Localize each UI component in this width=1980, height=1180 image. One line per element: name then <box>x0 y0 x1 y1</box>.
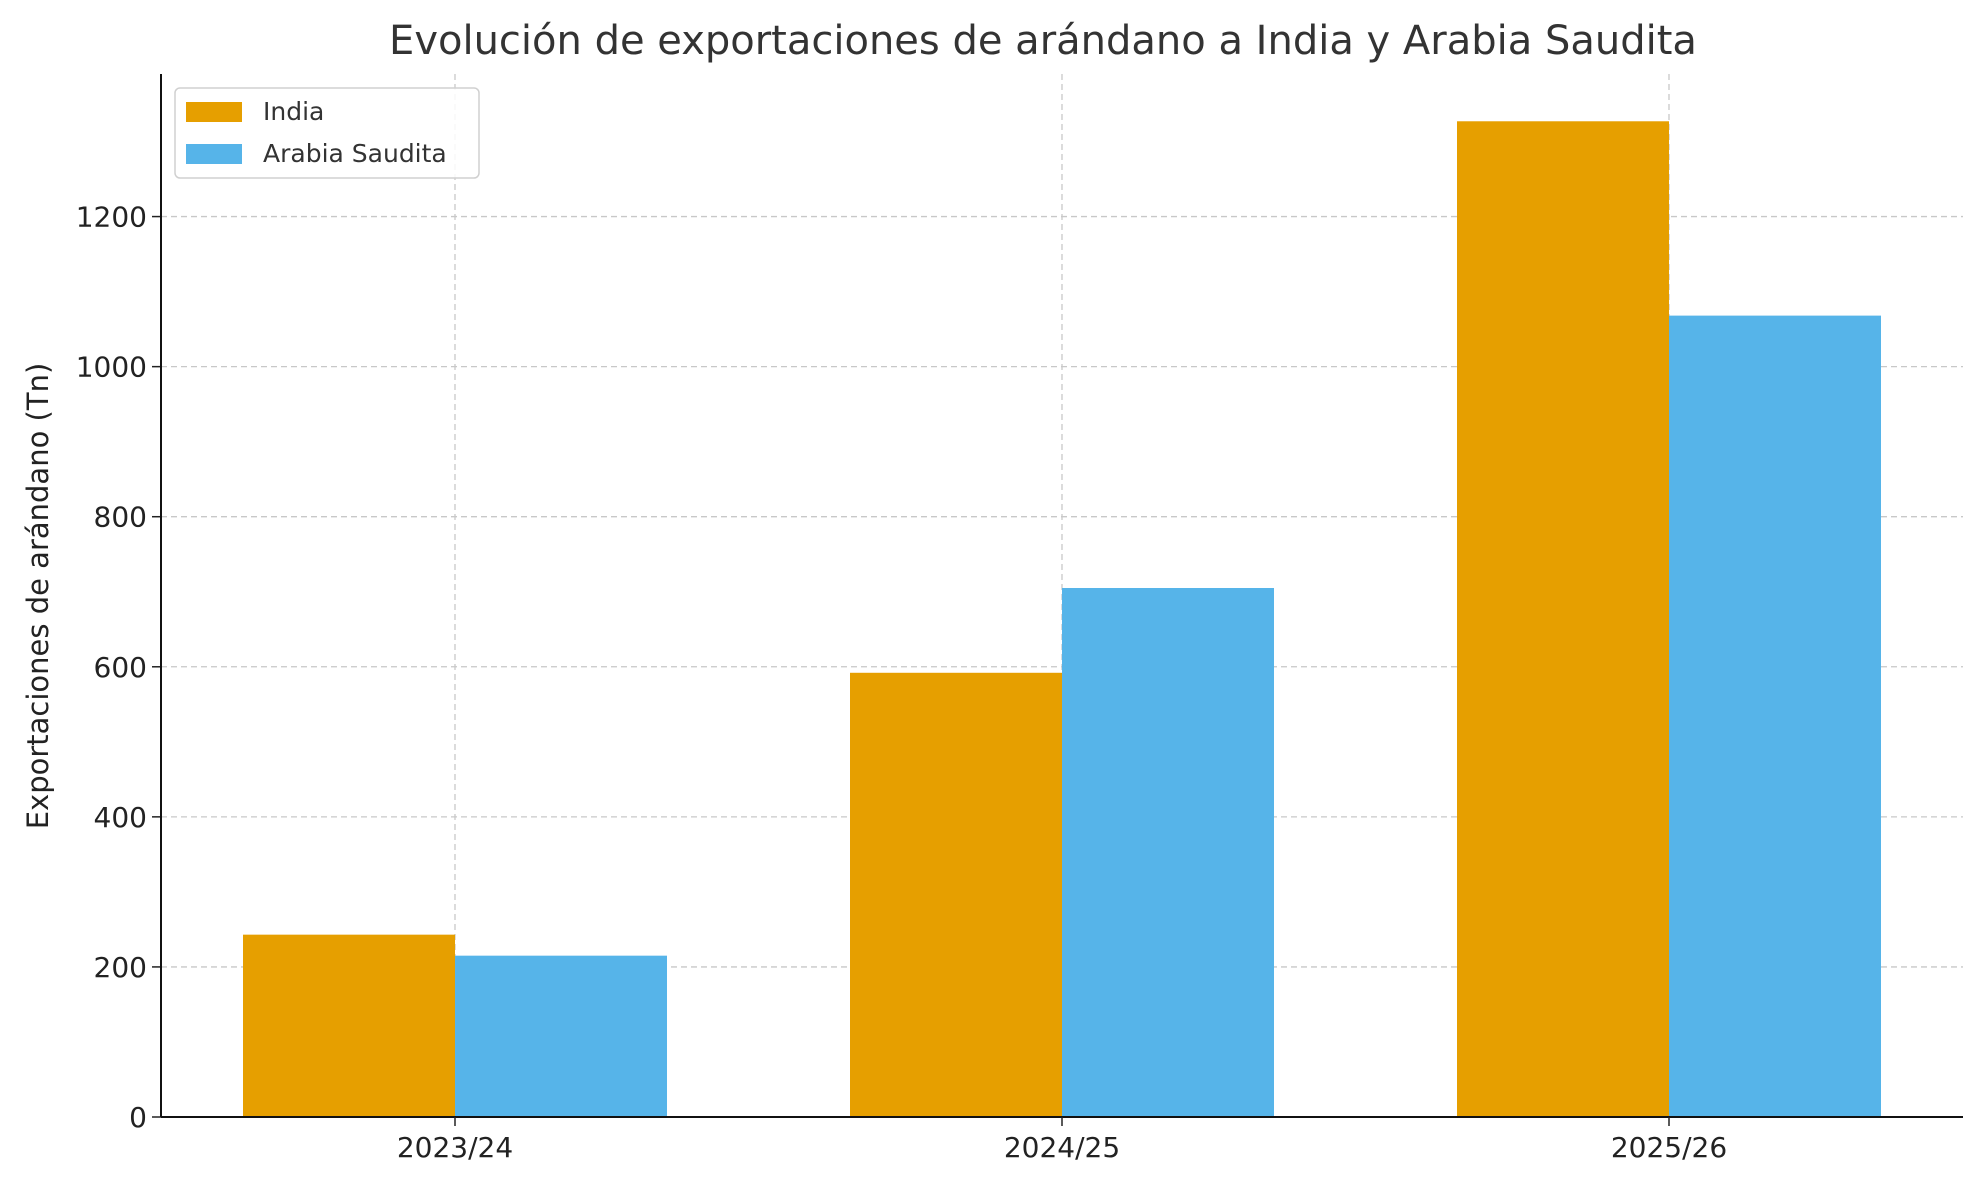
bar-arabia-saudita-2024-25 <box>1062 587 1274 1117</box>
legend-swatch <box>186 144 242 164</box>
bars <box>243 121 1881 1118</box>
legend-label: India <box>263 97 324 126</box>
axes <box>152 74 1963 1126</box>
legend-swatch <box>186 102 242 122</box>
legend: India Arabia Saudita <box>174 87 480 179</box>
y-tick-label: 200 <box>94 951 147 984</box>
y-tick-label: 400 <box>94 801 147 834</box>
y-tick-label: 800 <box>94 501 147 534</box>
tick-labels: 0 200 400 600 800 1000 1200 2023/24 2024/25 2025/… <box>76 201 1727 1164</box>
legend-label: Arabia Saudita <box>263 139 447 168</box>
y-tick-label: 1000 <box>76 351 147 384</box>
bar-india-2025-26 <box>1457 121 1669 1118</box>
x-tick-label: 2024/25 <box>1004 1131 1120 1164</box>
bar-arabia-saudita-2023-24 <box>455 955 667 1117</box>
chart-title: Evolución de exportaciones de arándano a… <box>389 18 1697 64</box>
y-tick-label: 1200 <box>76 201 147 234</box>
bar-india-2024-25 <box>850 672 1062 1117</box>
legend-box <box>174 87 480 179</box>
y-tick-label: 0 <box>129 1101 147 1134</box>
y-tick-label: 600 <box>94 651 147 684</box>
bar-arabia-saudita-2025-26 <box>1669 315 1881 1117</box>
x-tick-label: 2023/24 <box>397 1131 513 1164</box>
y-axis-label: Exportaciones de arándano (Tn) <box>21 363 55 830</box>
x-tick-label: 2025/26 <box>1611 1131 1727 1164</box>
bar-india-2023-24 <box>243 934 455 1117</box>
